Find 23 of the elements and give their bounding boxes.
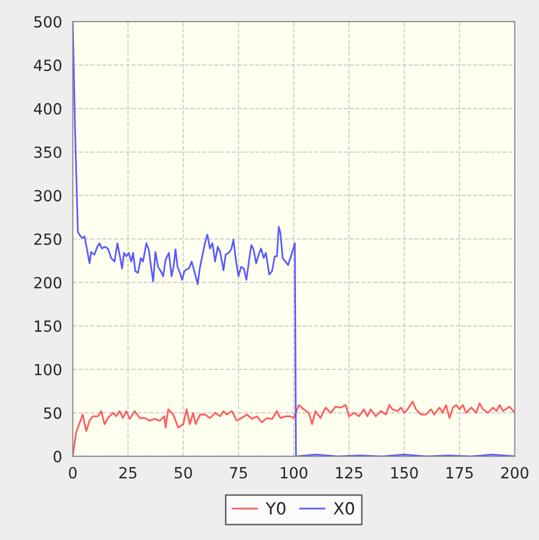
legend-label: Y0 xyxy=(266,502,286,515)
line-series xyxy=(72,22,515,456)
legend-label: X0 xyxy=(334,502,354,515)
y-tick-label: 200 xyxy=(34,276,62,288)
x-tick-label: 0 xyxy=(68,466,77,479)
y-tick-label: 400 xyxy=(34,103,62,115)
x-tick-label: 75 xyxy=(230,467,247,479)
x-tick-label: 175 xyxy=(446,467,473,479)
x-tick-label: 50 xyxy=(174,466,192,479)
y-tick-label: 350 xyxy=(34,146,62,158)
x-tick-label: 200 xyxy=(501,466,528,479)
x-tick-label: 100 xyxy=(280,466,308,479)
y-tick-label: 500 xyxy=(34,16,62,28)
y-tick-label: 250 xyxy=(34,233,62,245)
y-tick-label: 100 xyxy=(34,364,62,376)
y-tick-label: 450 xyxy=(34,60,62,72)
y-tick-label: 50 xyxy=(44,407,62,419)
y-tick-label: 300 xyxy=(34,190,62,202)
x-tick-label: 25 xyxy=(119,466,136,479)
y-tick-label: 0 xyxy=(54,450,62,462)
y-tick-label: 150 xyxy=(34,320,62,332)
x-tick-label: 150 xyxy=(391,466,418,479)
x-tick-label: 125 xyxy=(336,466,362,479)
